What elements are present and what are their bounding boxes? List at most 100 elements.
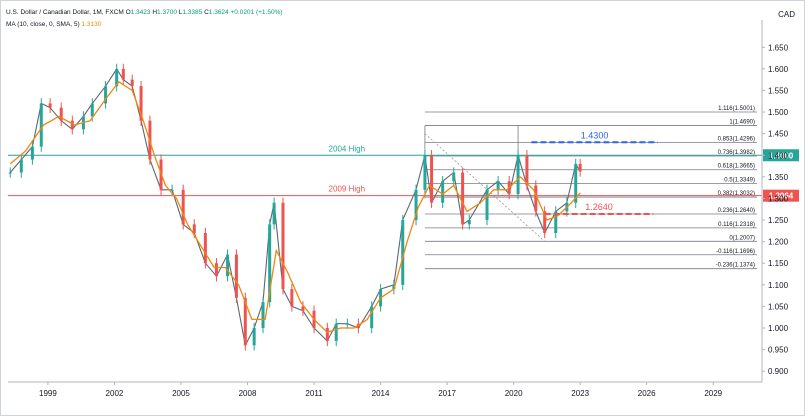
x-tick-label: 2020 [505, 389, 523, 398]
open-value: 1.3423 [130, 9, 151, 16]
x-tick-label: 2023 [571, 389, 589, 398]
candle-body [430, 155, 434, 203]
candle-body [19, 159, 23, 173]
candle-body [203, 232, 207, 264]
ma-value: 1.3130 [81, 21, 102, 28]
fib-level-label: -0.116(1.1696) [716, 249, 755, 255]
y-tick-label: 1.450 [768, 130, 789, 139]
candle-body [554, 211, 558, 233]
candle-body [104, 86, 108, 104]
y-tick-label: 1.550 [768, 86, 789, 95]
close-label: C [204, 9, 209, 16]
candle-body [543, 211, 547, 233]
low-label: L [178, 9, 183, 16]
candle-body [268, 224, 272, 303]
ma-legend: MA (10, close, 0, SMA, 5) 1.3130 [6, 21, 101, 28]
ma-label: MA (10, close, 0, SMA, 5) [6, 21, 80, 28]
candle-body [401, 220, 405, 285]
candle-body [272, 202, 276, 225]
y-tick-label: 1.350 [768, 173, 789, 182]
change-value: +0.0201 (+1.50%) [230, 9, 283, 16]
y-tick-label: 1.150 [768, 259, 789, 268]
y-tick-label: 0.900 [768, 367, 789, 376]
candle-body [121, 68, 125, 80]
candle-body [423, 155, 427, 190]
fib-level-label: 0.618(1.3665) [718, 164, 755, 170]
axes: 0.900 0.950 1.000 1.050 1.100 1.150 1.200 1.250… [8, 20, 789, 398]
candle-body [578, 163, 582, 172]
low-value: 1.3385 [182, 9, 203, 16]
currency-label: CAD [778, 10, 795, 19]
candle-body [39, 103, 43, 147]
y-tick-label: 1.200 [768, 238, 789, 247]
y-tick-label: 1.000 [768, 324, 789, 333]
candle-body [574, 163, 578, 203]
candle-body [226, 254, 230, 277]
price-series [8, 63, 582, 351]
price-tag-bg [763, 189, 799, 202]
target-levels: 1.4300 1.2640 [531, 130, 658, 215]
price-tag-bg [763, 149, 799, 162]
x-tick-label: 2008 [239, 389, 257, 398]
candle-body [252, 328, 256, 346]
horizontal-levels: 2004 High 1.4000 2009 High 1.3064 [8, 144, 799, 202]
candle-body [461, 172, 465, 225]
candle-body [485, 189, 489, 221]
candle-body [170, 189, 174, 191]
price-tag-label: 1.3064 [769, 192, 794, 201]
y-tick-label: 1.050 [768, 302, 789, 311]
candle-body [115, 68, 119, 87]
candle-body [192, 224, 196, 233]
target-label: 1.2640 [585, 202, 613, 212]
candle-body [370, 306, 374, 329]
open-label: O [125, 9, 131, 16]
candle-body [516, 155, 520, 195]
fib-level-label: 0.5(1.3349) [724, 177, 755, 183]
candle-body [59, 107, 63, 121]
fib-level-label: 0.382(1.3032) [718, 191, 755, 197]
x-tick-label: 2026 [638, 389, 656, 398]
symbol-name: U.S. Dollar / Canadian Dollar, 1M, FXCM [6, 9, 124, 16]
fib-level-label: 0(1.2007) [729, 235, 755, 241]
key-level-label: 2009 High [329, 185, 365, 194]
x-tick-label: 2029 [704, 389, 722, 398]
high-label: H [152, 9, 158, 16]
y-tick-label: 1.100 [768, 281, 789, 290]
x-tick-label: 2005 [172, 389, 190, 398]
fib-level-label: 1(1.4690) [729, 119, 755, 125]
candle-body [139, 86, 143, 121]
y-tick-label: 1.250 [768, 216, 789, 225]
x-tick-label: 2014 [372, 389, 390, 398]
x-tick-label: 2011 [305, 389, 323, 398]
candle-body [214, 263, 218, 277]
y-tick-label: 1.500 [768, 108, 789, 117]
y-tick-label: 1.600 [768, 65, 789, 74]
candle-body [325, 328, 329, 341]
fib-level-label: 0.236(1.2640) [718, 208, 755, 214]
candle-body [414, 189, 418, 221]
candle-body [261, 302, 265, 329]
y-tick-label: 1.400 [768, 151, 789, 160]
candle-body [334, 323, 338, 341]
candle-body [534, 185, 538, 212]
y-tick-label: 1.300 [768, 194, 789, 203]
y-tick-label: 0.950 [768, 346, 789, 355]
candle-body [48, 103, 52, 108]
fibonacci-levels: 1.116(1.5001) 1(1.4690) 0.853(1.4296) 0.736… [424, 106, 757, 270]
y-tick-label: 1.650 [768, 43, 789, 52]
symbol-legend: U.S. Dollar / Canadian Dollar, 1M, FXCM … [6, 9, 283, 16]
candle-body [301, 306, 305, 311]
candle-body [234, 254, 238, 298]
candle-body [181, 189, 185, 225]
candle-body [525, 155, 529, 186]
fib-level-label: 0.853(1.4296) [718, 136, 755, 142]
ma-line [9, 81, 581, 333]
candle-body [345, 323, 349, 325]
candle-body [70, 120, 74, 130]
candle-body [30, 146, 34, 160]
target-label: 1.4300 [581, 130, 609, 140]
close-value: 1.3624 [208, 9, 229, 16]
fib-level-label: 1.116(1.5001) [718, 106, 755, 112]
